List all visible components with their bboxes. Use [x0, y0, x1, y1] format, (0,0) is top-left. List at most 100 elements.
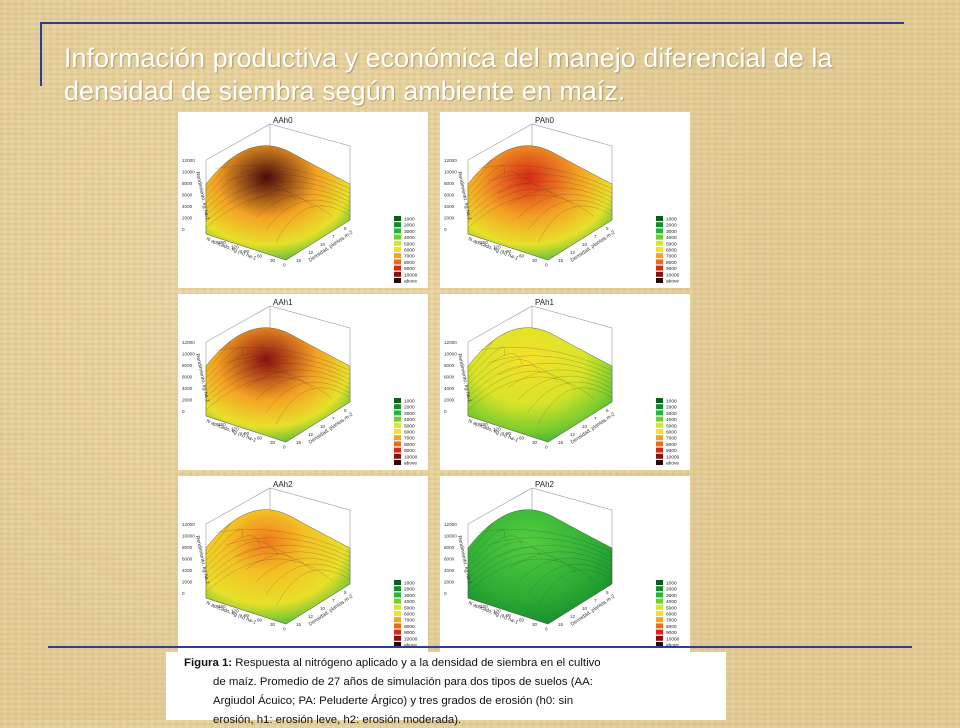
legend-swatch	[394, 447, 401, 453]
legend-swatch	[394, 271, 401, 277]
legend-swatch	[394, 592, 401, 598]
y-tick-label: 15	[558, 258, 564, 263]
legend-label: 9000	[666, 630, 677, 636]
z-tick-label: 8000	[444, 545, 455, 550]
legend-swatch	[656, 611, 663, 616]
z-tick-label: 4000	[182, 568, 193, 573]
legend-swatch	[656, 265, 663, 271]
legend-label: above	[666, 461, 679, 467]
x-tick-label: 90	[506, 613, 512, 618]
y-tick-label: 5	[344, 408, 347, 413]
legend-swatch	[394, 410, 401, 416]
response-surface	[467, 145, 613, 261]
legend-label: 10000	[404, 454, 418, 460]
legend-swatch	[394, 635, 401, 641]
legend-swatch	[394, 278, 401, 283]
x-tick-label: 120	[493, 245, 501, 250]
legend-label: 7000	[666, 436, 677, 442]
legend-label: 10000	[666, 636, 680, 642]
color-legend: 1000200030004000500060007000800090001000…	[394, 580, 418, 649]
legend-label: 6000	[404, 612, 415, 618]
z-tick-label: 10000	[182, 352, 195, 357]
legend-label: 9000	[404, 448, 415, 454]
legend-swatch	[656, 642, 663, 647]
z-tick-label: 2000	[444, 398, 455, 403]
z-tick-label: 10000	[444, 534, 457, 539]
legend-label: 7000	[666, 254, 677, 260]
y-tick-label: 15	[296, 440, 302, 445]
legend-swatch	[656, 259, 663, 265]
legend-swatch	[394, 404, 401, 410]
y-tick-label: 12	[308, 432, 314, 437]
legend-label: 6000	[404, 430, 415, 436]
legend-swatch	[656, 216, 663, 221]
panel-title: PAh1	[535, 298, 555, 307]
legend-swatch	[394, 216, 401, 221]
z-tick-label: 4000	[444, 204, 455, 209]
legend-swatch	[656, 604, 663, 610]
legend-label: 1000	[404, 217, 415, 223]
surface-plot: AAh2120001000080006000400020000150120906…	[182, 480, 418, 649]
legend-swatch	[394, 398, 401, 403]
legend-label: 3000	[666, 229, 677, 235]
legend-label: above	[666, 643, 679, 649]
y-tick-label: 15	[296, 622, 302, 627]
z-tick-label: 4000	[182, 386, 193, 391]
y-tick-label: 12	[570, 250, 576, 255]
z-tick-label: 8000	[182, 363, 193, 368]
y-tick-label: 7	[594, 416, 597, 421]
z-tick-label: 10000	[182, 170, 195, 175]
x-tick-label: 30	[270, 622, 276, 627]
legend-label: 1000	[666, 581, 677, 587]
x-tick-label: 90	[244, 431, 250, 436]
legend-swatch	[656, 228, 663, 234]
x-tick-label: 150	[218, 604, 226, 609]
legend-swatch	[394, 222, 401, 228]
legend-swatch	[656, 278, 663, 283]
color-legend: 1000200030004000500060007000800090001000…	[656, 398, 680, 467]
x-tick-label: 30	[532, 622, 538, 627]
z-tick-label: 10000	[444, 352, 457, 357]
legend-label: 4000	[666, 235, 677, 241]
z-tick-label: 2000	[182, 580, 193, 585]
color-legend: 1000200030004000500060007000800090001000…	[656, 216, 680, 285]
legend-swatch	[394, 604, 401, 610]
caption-text-1: Respuesta al nitrógeno aplicado y a la d…	[232, 657, 601, 669]
title-rule-top	[40, 22, 904, 24]
legend-label: 7000	[404, 618, 415, 624]
legend-swatch	[394, 623, 401, 629]
legend-label: 6000	[666, 430, 677, 436]
caption-line-2: de maíz. Promedio de 27 años de simulaci…	[213, 676, 593, 688]
response-surface	[467, 509, 613, 625]
legend-swatch	[394, 247, 401, 252]
x-tick-label: 30	[270, 440, 276, 445]
y-tick-label: 15	[558, 622, 564, 627]
legend-swatch	[656, 429, 663, 434]
surface-plot-panel: AAh1 12000 10000 8000 6000 4000 2000 0 150 120 90 6…	[178, 294, 428, 470]
legend-label: 8000	[404, 442, 415, 448]
z-tick-label: 2000	[182, 216, 193, 221]
x-tick-label: 120	[493, 427, 501, 432]
legend-label: 6000	[404, 248, 415, 254]
surface-plot-panel: AAh2 12000 10000 8000 6000 4000 2000 0 150 120 90 6…	[178, 476, 428, 652]
y-tick-label: 12	[570, 614, 576, 619]
legend-swatch	[656, 422, 663, 428]
panel-title: PAh2	[535, 480, 555, 489]
legend-swatch	[656, 635, 663, 641]
legend-swatch	[394, 422, 401, 428]
legend-swatch	[394, 240, 401, 246]
z-tick-label: 10000	[444, 170, 457, 175]
y-tick-label: 12	[570, 432, 576, 437]
legend-swatch	[394, 586, 401, 592]
surface-plot-panel: PAh2 12000 10000 8000 6000 4000 2000 0 150 120 90 6…	[440, 476, 690, 652]
response-surface	[467, 327, 613, 443]
y-tick-label: 7	[332, 598, 335, 603]
legend-label: above	[404, 461, 417, 467]
response-surface	[205, 509, 351, 625]
x-tick-label: 0	[283, 627, 286, 632]
z-tick-label: 8000	[444, 363, 455, 368]
x-tick-label: 30	[532, 440, 538, 445]
legend-label: 8000	[404, 624, 415, 630]
legend-swatch	[394, 460, 401, 465]
y-tick-label: 10	[582, 242, 588, 247]
